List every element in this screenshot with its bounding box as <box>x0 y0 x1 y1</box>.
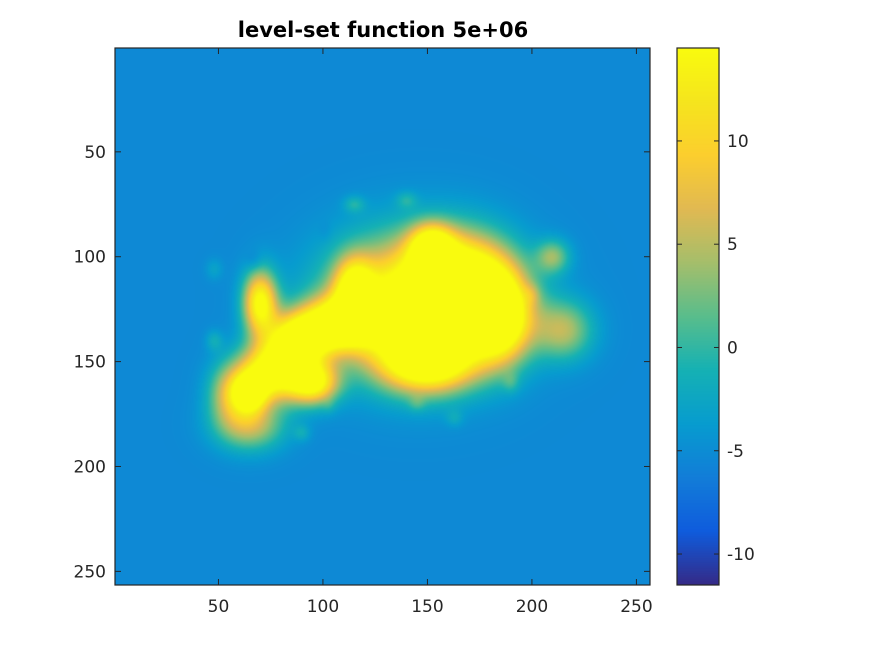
y-tick-label: 100 <box>74 248 106 268</box>
plot-ticks: 50 100 150 200 250 50 100 150 200 250 <box>74 48 653 617</box>
chart-title: level-set function 5e+06 <box>238 18 528 42</box>
colorbar-tick-label: 5 <box>727 235 738 255</box>
colorbar-container <box>677 48 719 585</box>
colorbar-frame <box>676 47 720 586</box>
x-tick-label: 100 <box>307 597 339 617</box>
y-tick-label: 250 <box>74 562 106 582</box>
colorbar-tick-label: 10 <box>727 132 749 152</box>
y-tick-label: 200 <box>74 457 106 477</box>
x-tick-label: 150 <box>411 597 443 617</box>
y-tick-label: 50 <box>84 143 106 163</box>
plot-axes-frame <box>114 47 651 586</box>
heatmap-image <box>115 48 650 585</box>
y-tick-label: 150 <box>74 353 106 373</box>
x-tick-label: 200 <box>516 597 548 617</box>
colorbar-image <box>677 48 719 585</box>
x-tick-label: 250 <box>620 597 652 617</box>
colorbar-tick-label: 0 <box>727 338 738 358</box>
x-tick-label: 50 <box>208 597 230 617</box>
colorbar-tick-label: -5 <box>727 442 744 462</box>
heatmap-container <box>115 48 650 585</box>
colorbar-tick-label: -10 <box>727 545 755 565</box>
colorbar-ticks: -10 -5 0 5 10 <box>677 132 755 565</box>
